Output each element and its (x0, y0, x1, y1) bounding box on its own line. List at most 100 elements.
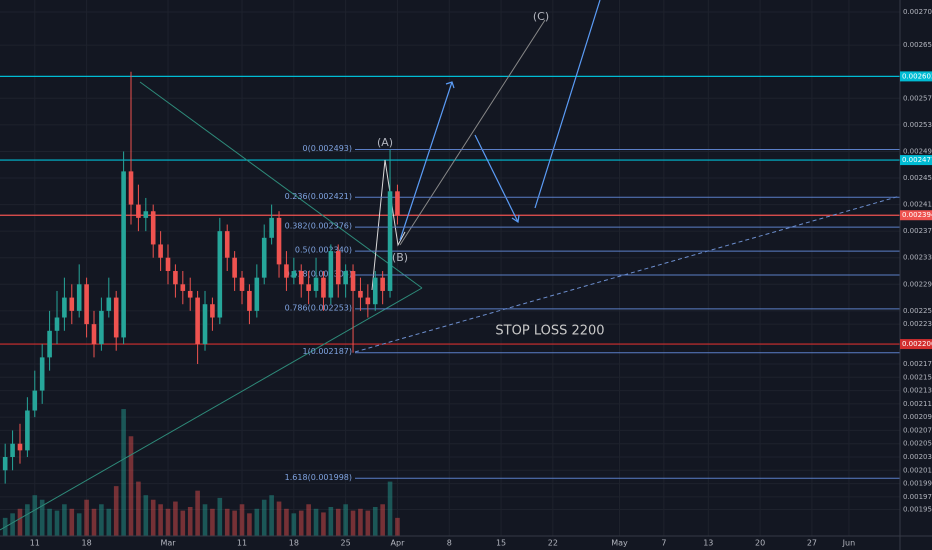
candle-body (254, 277, 260, 311)
grid (0, 0, 900, 536)
volume-bar (291, 513, 297, 536)
candle-body (106, 297, 112, 311)
volume-bar (106, 508, 112, 536)
time-axis (0, 536, 932, 550)
volume-bar (84, 499, 89, 536)
candle-body (395, 191, 400, 216)
volume-bar (17, 508, 23, 536)
volume-bar (239, 504, 245, 536)
trend-line (354, 195, 901, 353)
fib-label: 0.618(0.002304) (285, 270, 352, 279)
candle-body (358, 290, 363, 298)
candle-body (380, 277, 385, 291)
volume-bar (372, 506, 378, 536)
candle-body (165, 257, 171, 272)
volume-bar (232, 510, 237, 536)
candle-body (261, 237, 267, 278)
volume-bar (269, 495, 274, 536)
volume-bar (224, 508, 230, 536)
x-tick-label: 8 (447, 539, 452, 548)
candle-body (32, 390, 38, 411)
volume-bar (76, 513, 82, 536)
candle-body (291, 271, 297, 278)
x-tick-label: 11 (237, 539, 247, 548)
volume-bar (261, 499, 267, 536)
candle-body (210, 304, 215, 318)
candle-body (121, 171, 126, 338)
triangle-line (0, 287, 423, 531)
price-badge (900, 71, 932, 82)
annotation: (A) (377, 136, 393, 149)
volume-bar (165, 508, 171, 536)
annotation: (B) (392, 251, 408, 264)
x-tick-label: 11 (30, 539, 40, 548)
price-badge-label: 0.002394 (902, 211, 932, 219)
price-badge (900, 210, 932, 221)
candle-body (17, 443, 23, 451)
candle-body (180, 284, 186, 291)
drawings (0, 0, 901, 531)
volume-bar (69, 508, 75, 536)
candle-body (298, 271, 304, 285)
candle-body (350, 271, 356, 291)
x-tick-label: 27 (807, 539, 817, 548)
candle-body (313, 277, 319, 291)
candles (2, 71, 400, 484)
x-tick-label: Apr (391, 539, 406, 548)
arrow-head (511, 214, 520, 224)
volume-bar (187, 506, 193, 536)
candle-body (217, 231, 223, 318)
volume-bar (136, 481, 141, 536)
candle-body (343, 271, 348, 285)
fib-label: 1(0.002187) (302, 347, 352, 356)
volume-bar (47, 508, 52, 536)
price-axis (900, 0, 932, 550)
volume-bar (210, 508, 215, 536)
candle-body (202, 304, 208, 345)
candle-body (128, 171, 134, 205)
volume-bar (202, 504, 208, 536)
x-tick-label: 15 (496, 539, 506, 548)
volume-bar (387, 481, 393, 536)
candle-body (328, 251, 334, 298)
volume-bar (195, 490, 200, 536)
volume-bar (395, 517, 400, 536)
arrow (399, 81, 453, 241)
candle-body (173, 271, 178, 285)
volume-bar (32, 495, 38, 536)
candle-body (84, 284, 89, 325)
candle-body (372, 277, 378, 305)
candle-body (224, 231, 230, 258)
x-tick-label: 18 (289, 539, 299, 548)
price-badge-label: 0.002200 (902, 340, 932, 348)
candle-body (39, 357, 45, 391)
candle-body (232, 257, 237, 278)
candle-body (247, 290, 252, 311)
fib-label: 0.786(0.002253) (285, 303, 352, 312)
volume-bar (276, 501, 282, 536)
volume-bar (350, 510, 356, 536)
x-tick-label: May (611, 539, 628, 548)
volume-bar (247, 513, 252, 536)
x-tick-label: 20 (755, 539, 765, 548)
wave-line (399, 19, 546, 246)
price-badge-label: 0.002603 (902, 72, 932, 80)
volume-bar (365, 510, 371, 536)
volume (2, 409, 400, 536)
candle-body (276, 217, 282, 265)
candle-body (284, 264, 289, 278)
fib-label: 0.5(0.002340) (295, 246, 352, 255)
